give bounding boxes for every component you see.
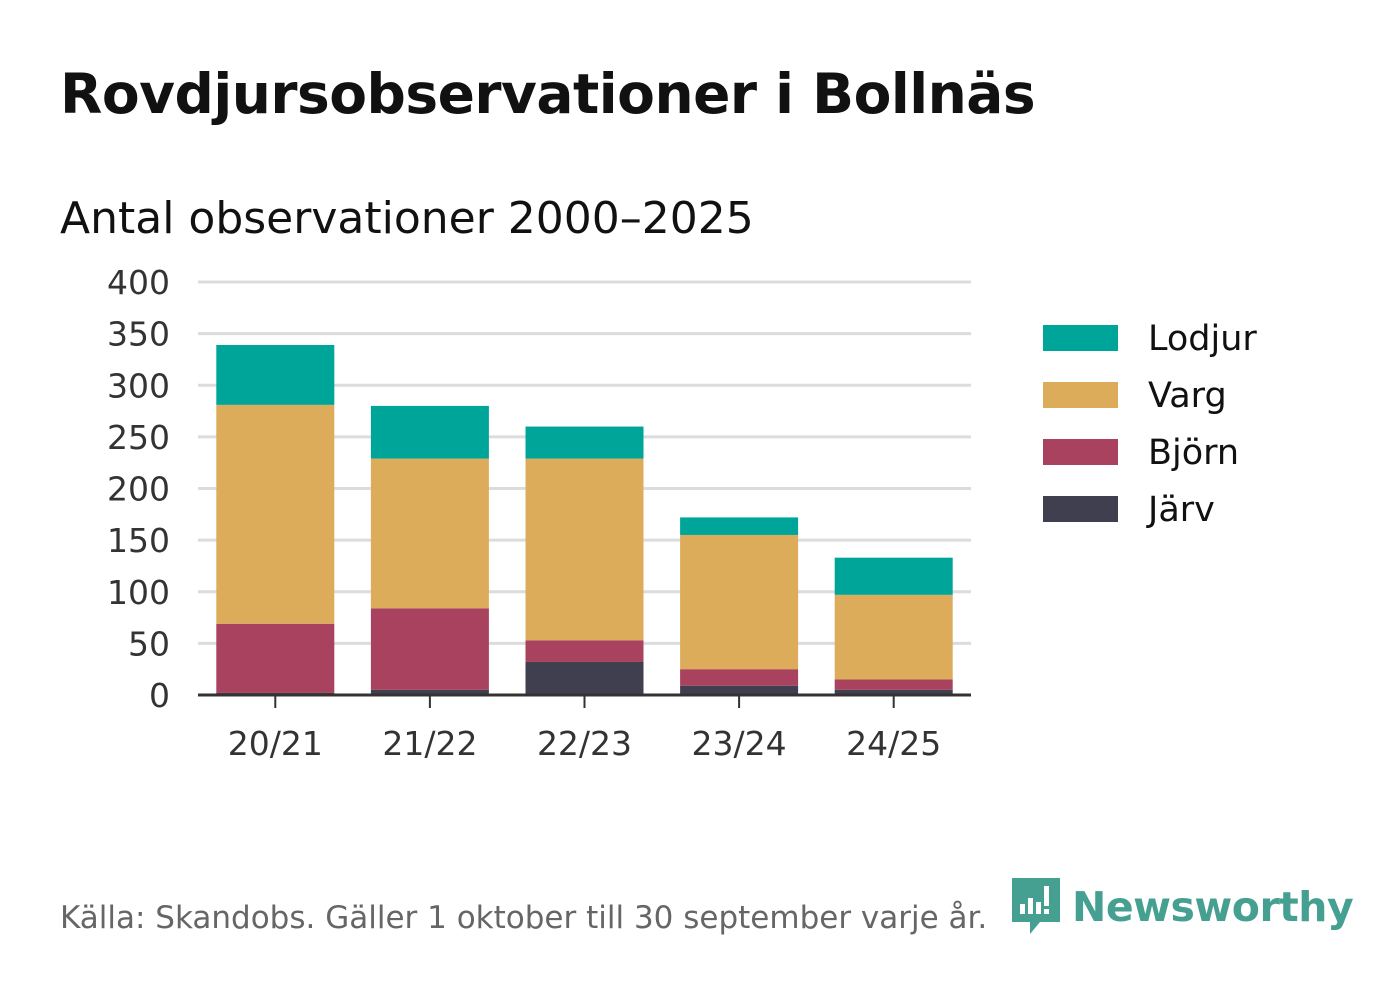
y-tick-label: 100: [107, 573, 170, 612]
y-tick-label: 50: [128, 624, 170, 663]
bar-lodjur-23-24: [680, 517, 799, 535]
bar-lodjur-21-22: [370, 405, 489, 459]
y-tick-label: 0: [149, 676, 170, 715]
bar-järv-21-22: [370, 689, 489, 695]
bar-lodjur-20-21: [216, 344, 335, 405]
bar-varg-23-24: [680, 534, 799, 670]
bar-björn-24-25: [834, 679, 953, 690]
legend-label-varg: Varg: [1148, 376, 1227, 416]
y-tick-label: 200: [107, 470, 170, 509]
bar-björn-21-22: [370, 608, 489, 690]
bar-varg-24-25: [834, 594, 953, 680]
legend-label-björn: Björn: [1148, 433, 1239, 473]
y-tick-label: 300: [107, 366, 170, 405]
y-tick-label: 150: [107, 521, 170, 560]
legend-swatch-varg: [1043, 382, 1118, 408]
chart-subtitle: Antal observationer 2000–2025: [60, 193, 754, 244]
bar-varg-21-22: [370, 458, 489, 609]
y-tick-label: 250: [107, 418, 170, 457]
newsworthy-logo-icon: [1012, 878, 1060, 934]
bar-järv-22-23: [525, 661, 644, 695]
legend-swatch-björn: [1043, 439, 1118, 465]
legend-label-järv: Järv: [1146, 490, 1215, 530]
legend-swatch-järv: [1043, 496, 1118, 522]
legend-label-lodjur: Lodjur: [1148, 319, 1257, 359]
brand-name: Newsworthy: [1072, 883, 1354, 931]
bar-lodjur-22-23: [525, 426, 644, 459]
bar-björn-23-24: [680, 669, 799, 686]
legend-swatch-lodjur: [1043, 325, 1118, 351]
x-tick-label: 22/23: [537, 724, 632, 763]
newsworthy-logo: Newsworthy: [1010, 876, 1354, 938]
bar-björn-20-21: [216, 623, 335, 693]
bar-varg-22-23: [525, 458, 644, 641]
x-tick-label: 20/21: [228, 724, 323, 763]
bar-varg-20-21: [216, 404, 335, 624]
source-note: Källa: Skandobs. Gäller 1 oktober till 3…: [60, 900, 988, 936]
x-tick-label: 23/24: [692, 724, 787, 763]
bar-järv-23-24: [680, 685, 799, 695]
bar-järv-24-25: [834, 689, 953, 695]
bar-björn-22-23: [525, 640, 644, 662]
y-tick-label: 400: [107, 263, 170, 302]
x-tick-label: 24/25: [846, 724, 941, 763]
bar-lodjur-24-25: [834, 557, 953, 595]
x-tick-label: 21/22: [382, 724, 477, 763]
y-tick-label: 350: [107, 315, 170, 354]
chart-title: Rovdjursobservationer i Bollnäs: [60, 62, 1036, 126]
